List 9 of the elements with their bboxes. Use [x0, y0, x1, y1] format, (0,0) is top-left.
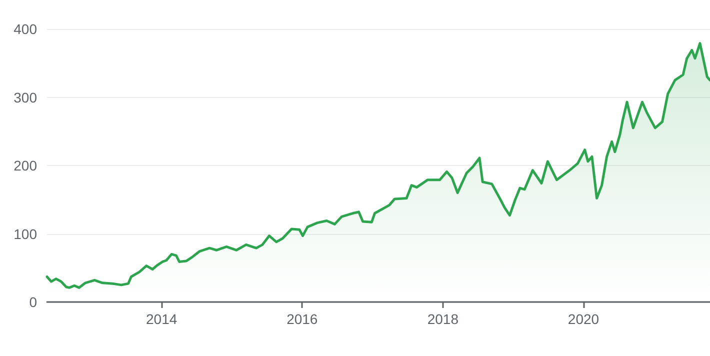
x-tick-label: 2018	[427, 311, 459, 327]
y-tick-label: 300	[14, 89, 38, 106]
x-tick-label: 2014	[146, 311, 178, 327]
y-tick-label: 400	[14, 21, 38, 37]
x-tick-label: 2016	[286, 311, 318, 327]
y-tick-label: 200	[14, 158, 38, 174]
y-tick-label: 100	[14, 226, 38, 242]
y-tick-label: 0	[29, 294, 38, 310]
x-tick-label: 2020	[568, 311, 600, 327]
